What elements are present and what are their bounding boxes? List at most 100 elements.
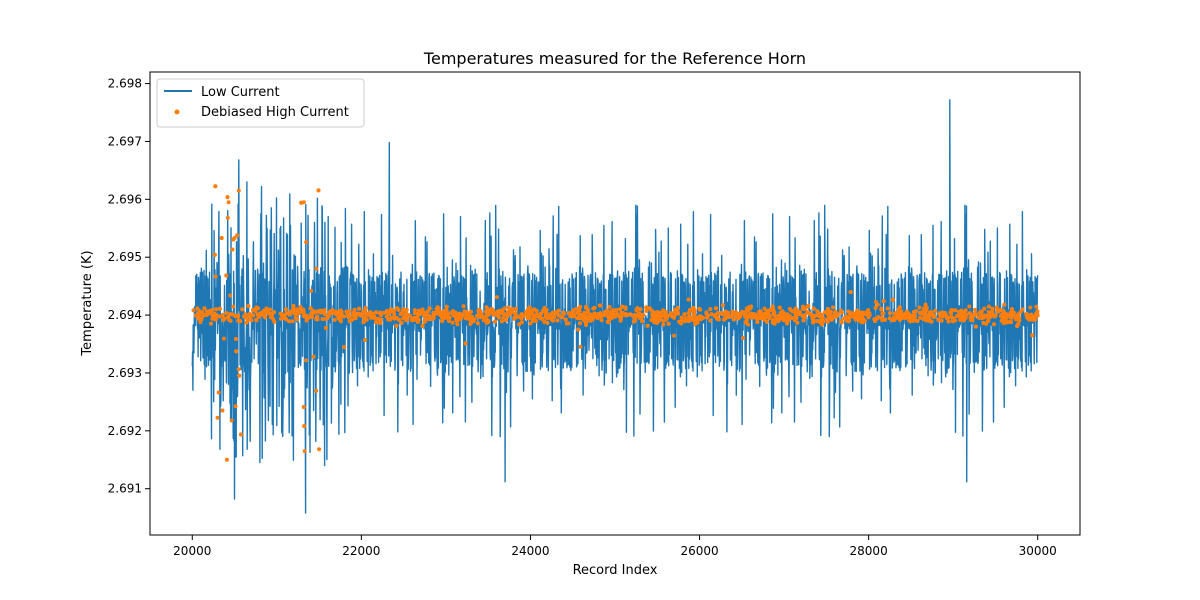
high-current-point <box>940 314 945 319</box>
high-current-point <box>530 312 535 317</box>
high-current-point <box>195 306 200 311</box>
high-current-point <box>1007 319 1012 324</box>
high-current-point <box>550 310 555 315</box>
high-current-point <box>301 310 306 315</box>
high-current-point <box>213 184 218 189</box>
high-current-point <box>751 312 756 316</box>
high-current-point <box>540 316 545 321</box>
high-current-point <box>775 315 780 320</box>
high-current-point <box>739 311 744 316</box>
high-current-point <box>883 317 887 322</box>
high-current-point <box>207 310 212 315</box>
high-current-point <box>256 314 261 319</box>
high-current-point <box>860 313 865 318</box>
high-current-point <box>394 323 399 328</box>
high-current-point <box>741 335 746 340</box>
high-current-point <box>973 307 977 312</box>
high-current-point <box>666 321 671 326</box>
high-current-point <box>901 313 906 318</box>
high-current-point <box>959 313 964 318</box>
high-current-point <box>986 304 991 309</box>
high-current-point <box>892 311 897 316</box>
high-current-point <box>519 312 524 317</box>
high-current-point <box>1014 317 1019 322</box>
high-current-point <box>921 317 926 322</box>
high-current-point <box>927 317 932 322</box>
high-current-point <box>414 318 419 323</box>
high-current-point <box>351 310 356 315</box>
high-current-point <box>904 309 909 314</box>
high-current-point <box>872 317 877 322</box>
high-current-point <box>287 312 292 317</box>
low-current-line <box>191 99 1039 514</box>
high-current-point <box>1028 305 1033 310</box>
high-current-point <box>489 307 494 311</box>
high-current-point <box>549 317 554 322</box>
high-current-point <box>826 317 831 321</box>
high-current-point <box>686 311 691 316</box>
high-current-point <box>723 309 728 314</box>
high-current-point <box>450 320 455 325</box>
high-current-point <box>209 321 213 326</box>
high-current-point <box>546 315 551 320</box>
high-current-point <box>350 317 354 322</box>
high-current-point <box>213 274 218 279</box>
high-current-point <box>599 318 604 323</box>
high-current-point <box>338 308 343 313</box>
high-current-point <box>314 388 319 393</box>
high-current-point <box>635 306 640 311</box>
high-current-point <box>907 315 912 320</box>
high-current-point <box>324 316 329 321</box>
high-current-point <box>425 309 430 314</box>
high-current-point <box>291 303 296 308</box>
y-tick-label: 2.694 <box>108 308 142 322</box>
high-current-point <box>395 306 400 311</box>
high-current-point <box>638 307 643 312</box>
high-current-point <box>839 319 844 324</box>
high-current-point <box>517 322 522 327</box>
high-current-point <box>628 312 633 317</box>
chart-title: Temperatures measured for the Reference … <box>423 49 806 68</box>
high-current-point <box>226 315 231 320</box>
high-current-point <box>1030 317 1035 322</box>
high-current-point <box>825 307 830 311</box>
high-current-point <box>501 315 506 320</box>
legend-box <box>156 78 365 128</box>
high-current-point <box>399 320 404 325</box>
high-current-point <box>651 315 656 320</box>
high-current-point <box>953 308 958 313</box>
high-current-point <box>770 304 775 309</box>
high-current-point <box>810 316 815 321</box>
x-tick-label: 22000 <box>342 544 380 558</box>
high-current-point <box>265 310 270 315</box>
high-current-point <box>242 314 247 319</box>
high-current-point <box>531 317 536 322</box>
high-current-point <box>795 320 800 325</box>
high-current-point <box>913 309 918 314</box>
high-current-point <box>817 314 822 319</box>
high-current-point <box>198 320 203 325</box>
high-current-point <box>584 322 589 327</box>
high-current-point <box>780 316 785 320</box>
high-current-point <box>577 308 582 313</box>
high-current-point <box>290 319 295 324</box>
high-current-point <box>891 297 895 302</box>
high-current-point <box>655 313 660 318</box>
high-current-point <box>1008 315 1013 320</box>
high-current-point <box>911 313 916 318</box>
high-current-point <box>641 312 646 317</box>
high-current-point <box>1003 311 1008 316</box>
high-current-point <box>662 312 667 317</box>
high-current-point <box>460 312 465 317</box>
high-current-point <box>842 316 847 321</box>
high-current-point <box>890 318 895 323</box>
high-current-point <box>229 418 234 423</box>
high-current-point <box>564 321 569 326</box>
high-current-point <box>412 308 417 313</box>
high-current-point <box>944 315 949 320</box>
high-current-point <box>967 311 972 316</box>
high-current-point <box>973 311 978 316</box>
high-current-point <box>1026 316 1031 321</box>
high-current-point <box>964 312 969 317</box>
high-current-point <box>272 319 277 324</box>
